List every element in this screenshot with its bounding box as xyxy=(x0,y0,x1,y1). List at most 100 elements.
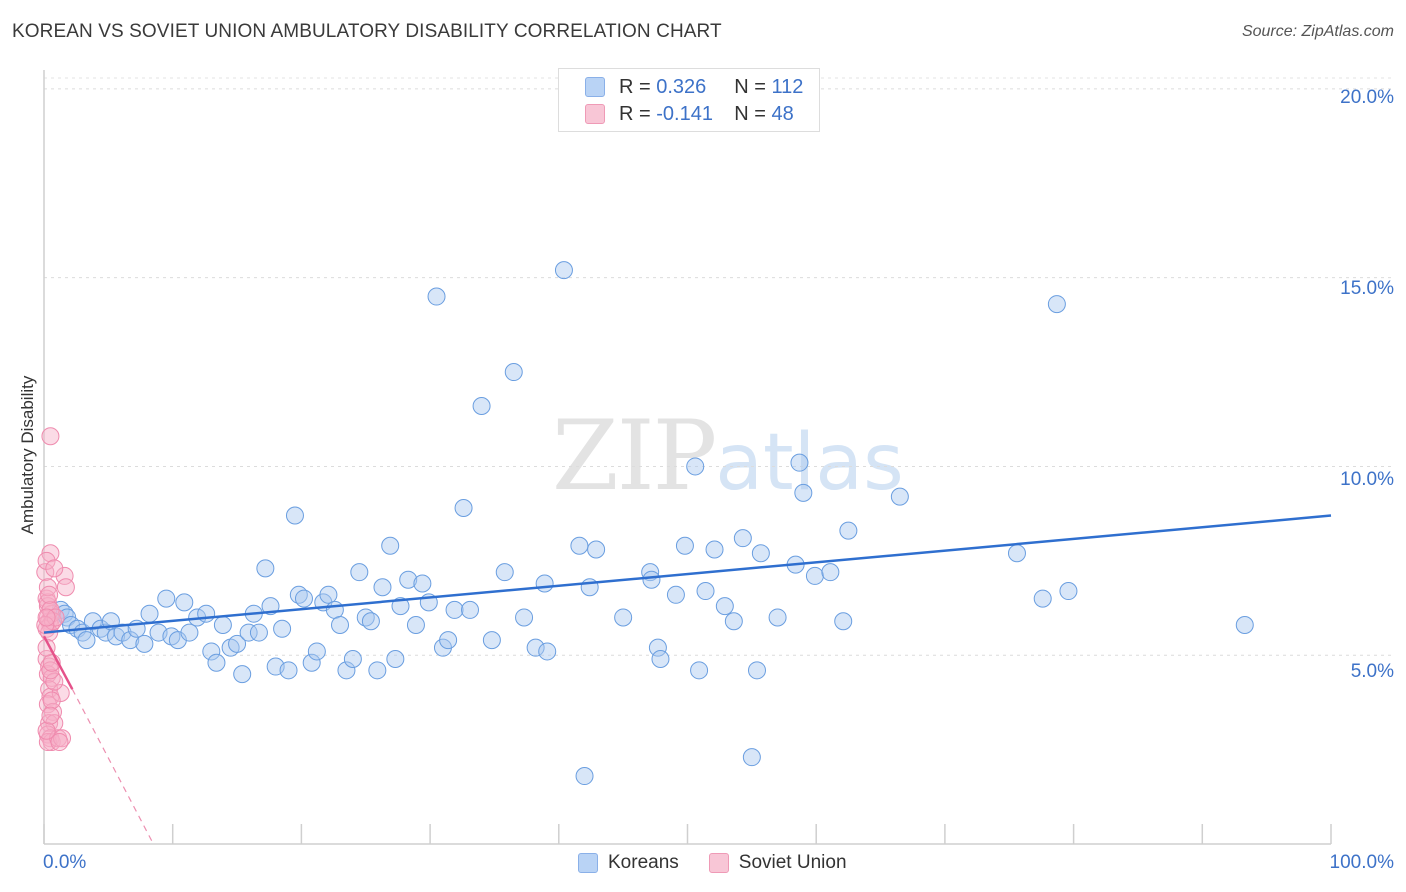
koreans-point xyxy=(526,638,545,657)
koreans-point xyxy=(228,634,247,653)
koreans-point xyxy=(454,498,473,517)
soviet-union-point xyxy=(41,427,60,446)
soviet-union-trend-line xyxy=(42,635,74,690)
legend-row-koreans: R = 0.326 N = 112 xyxy=(585,75,803,99)
koreans-point xyxy=(794,483,813,502)
y-tick-label-10: 10.0% xyxy=(1340,469,1394,490)
koreans-point xyxy=(538,642,557,661)
koreans-point xyxy=(733,529,752,548)
koreans-point xyxy=(273,619,292,638)
legend-n-label: N = xyxy=(734,75,766,98)
koreans-point xyxy=(587,540,606,559)
koreans-point xyxy=(614,608,633,627)
soviet-union-trend-extension xyxy=(71,688,154,845)
koreans-point xyxy=(439,631,458,650)
y-tick-label-5: 5.0% xyxy=(1350,661,1394,682)
legend-label-koreans: Koreans xyxy=(608,852,679,873)
koreans-point xyxy=(202,642,221,661)
koreans-point xyxy=(83,612,102,631)
koreans-point xyxy=(515,608,534,627)
watermark-zip: ZIP xyxy=(552,400,717,512)
grid-lines xyxy=(44,77,1393,656)
koreans-point xyxy=(1059,582,1078,601)
soviet-union-point xyxy=(51,683,70,702)
soviet-union-point xyxy=(45,672,64,691)
koreans-point xyxy=(1235,616,1254,635)
koreans-point xyxy=(570,536,589,555)
soviet-union-point xyxy=(37,608,56,627)
koreans-point xyxy=(445,600,464,619)
legend-n-value: 112 xyxy=(771,75,804,98)
koreans-point xyxy=(121,631,140,650)
watermark: ZIPatlas xyxy=(552,400,904,512)
koreans-point xyxy=(331,616,350,635)
koreans-point xyxy=(213,616,232,635)
koreans-point xyxy=(890,487,909,506)
legend-r-value: -0.141 xyxy=(656,102,713,125)
legend-item-soviet-union[interactable]: Soviet Union xyxy=(708,852,847,874)
watermark-atlas: atlas xyxy=(715,418,904,508)
soviet-union-point xyxy=(41,706,60,725)
koreans-point xyxy=(325,600,344,619)
koreans-point xyxy=(642,570,661,589)
koreans-point xyxy=(535,574,554,593)
koreans-point xyxy=(768,608,787,627)
koreans-point xyxy=(805,566,824,585)
soviet-union-point xyxy=(42,691,61,710)
koreans-point xyxy=(77,631,96,650)
koreans-point xyxy=(751,544,770,563)
koreans-point xyxy=(361,612,380,631)
koreans-points xyxy=(51,261,1254,786)
koreans-point xyxy=(157,589,176,608)
koreans-point xyxy=(285,506,304,525)
koreans-point xyxy=(337,661,356,680)
koreans-point xyxy=(747,661,766,680)
soviet-union-point xyxy=(37,721,56,740)
series-legend: Koreans Soviet Union xyxy=(578,852,877,874)
koreans-point xyxy=(1007,544,1026,563)
koreans-point xyxy=(715,597,734,616)
koreans-point xyxy=(686,457,705,476)
koreans-point xyxy=(140,604,159,623)
koreans-point xyxy=(381,536,400,555)
koreans-point xyxy=(386,649,405,668)
koreans-point xyxy=(113,623,132,642)
legend-n-label: N = xyxy=(734,102,766,125)
koreans-point xyxy=(696,582,715,601)
koreans-trend-line xyxy=(43,514,1332,634)
koreans-point xyxy=(413,574,432,593)
koreans-point xyxy=(790,453,809,472)
koreans-point xyxy=(504,363,523,382)
koreans-point xyxy=(175,593,194,612)
koreans-point xyxy=(307,642,326,661)
axes xyxy=(43,70,1332,845)
koreans-point xyxy=(180,623,199,642)
legend-row-soviet-union: R = -0.141 N = 48 xyxy=(585,102,794,126)
koreans-point xyxy=(135,634,154,653)
koreans-point xyxy=(666,585,685,604)
koreans-point xyxy=(350,563,369,582)
soviet-union-point xyxy=(45,559,64,578)
legend-item-koreans[interactable]: Koreans xyxy=(578,852,679,874)
soviet-union-points xyxy=(36,427,75,752)
koreans-point xyxy=(294,589,313,608)
legend-r-label: R = xyxy=(619,75,651,98)
y-tick-label-20: 20.0% xyxy=(1340,87,1394,108)
koreans-point xyxy=(391,597,410,616)
soviet-union-point xyxy=(40,585,59,604)
legend-n-value: 48 xyxy=(771,102,794,125)
koreans-point xyxy=(1047,295,1066,314)
koreans-point xyxy=(651,649,670,668)
koreans-point xyxy=(368,661,387,680)
koreans-point xyxy=(233,665,252,684)
koreans-point xyxy=(1033,589,1052,608)
soviet-union-point xyxy=(56,578,75,597)
koreans-point xyxy=(207,653,226,672)
source-label: Source: ZipAtlas.com xyxy=(1241,23,1394,40)
koreans-point xyxy=(472,397,491,416)
koreans-point xyxy=(319,585,338,604)
soviet-union-point xyxy=(38,578,57,597)
soviet-union-point xyxy=(41,661,60,680)
koreans-point xyxy=(197,604,216,623)
